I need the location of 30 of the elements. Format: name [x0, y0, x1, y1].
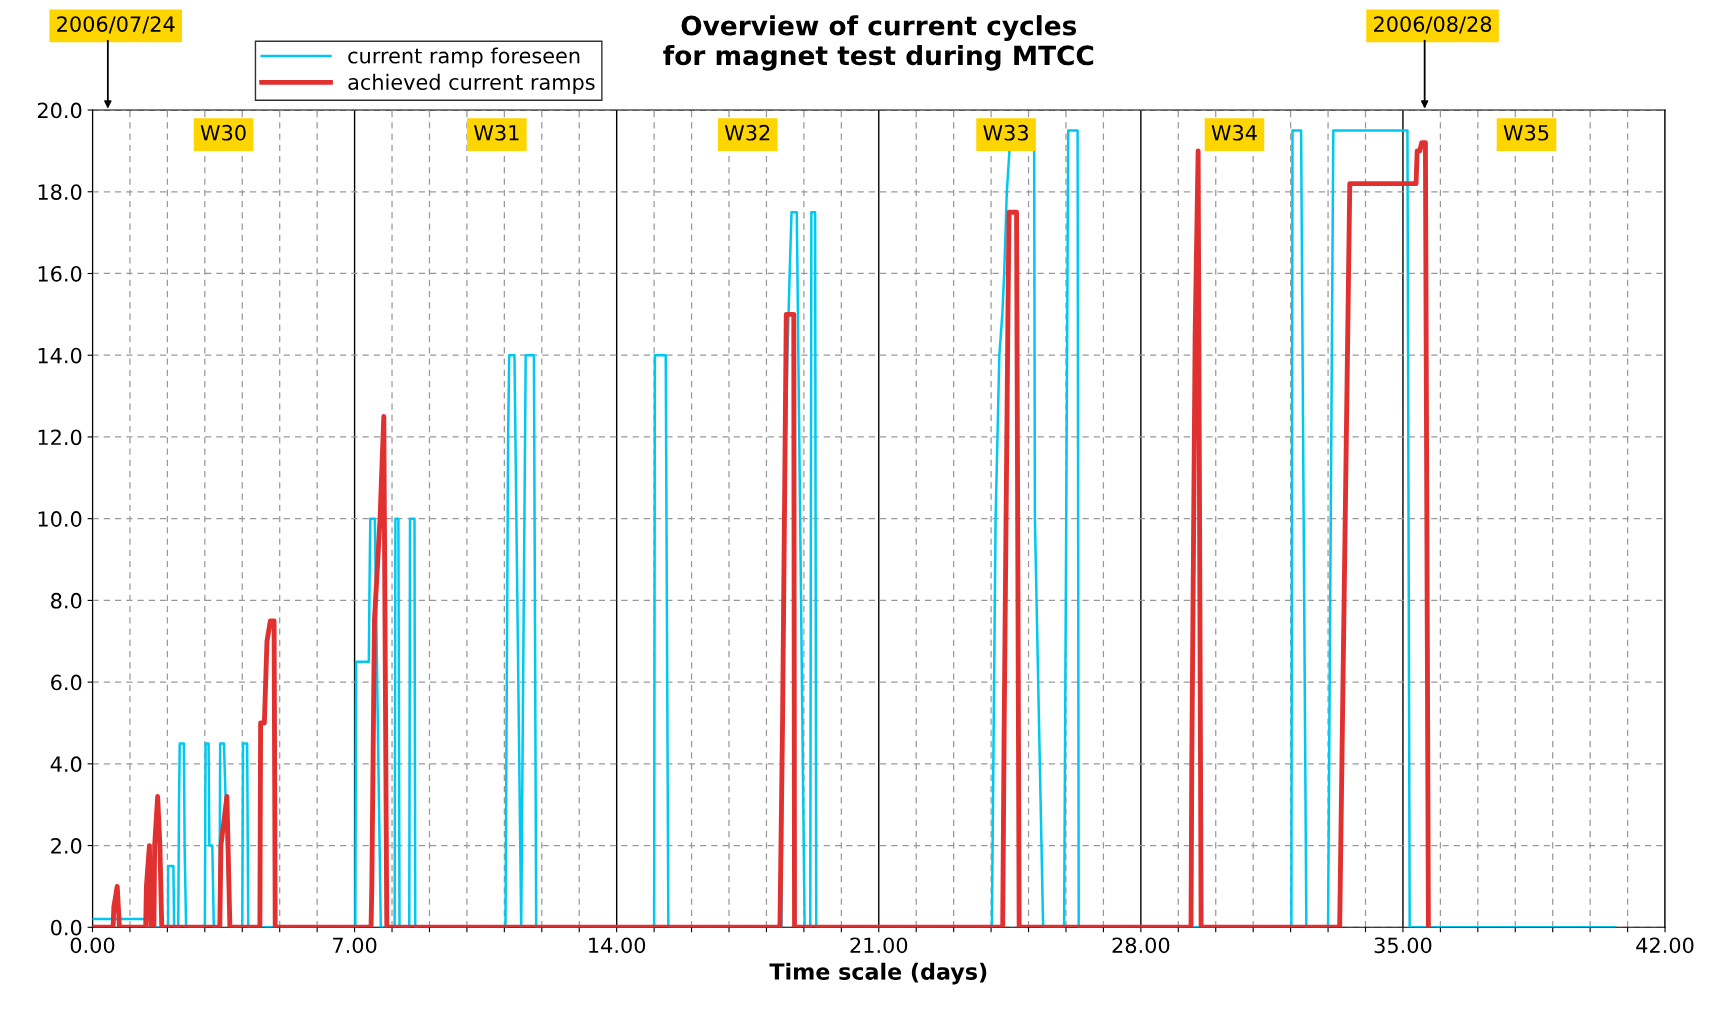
x-axis-title: Time scale (days) [769, 962, 987, 985]
y-tick-label: 18.0 [38, 184, 82, 200]
chart-title: Overview of current cycles for magnet test during MTCC [663, 15, 1094, 71]
y-tick-label: 20.0 [37, 102, 82, 119]
y-tick-label: 10.0 [38, 511, 82, 527]
legend-label: current ramp foreseen [348, 47, 580, 68]
y-tick-label: 0.0 [51, 919, 82, 936]
annotation: W35 [1503, 124, 1549, 141]
text: 2006/08/28 [1374, 16, 1492, 34]
annotation: W32 [724, 124, 770, 141]
x-tick-label: 28.00 [1112, 937, 1170, 954]
x-tick-label: 35.00 [1374, 937, 1432, 954]
x-tick-label: 7.00 [333, 937, 377, 954]
annotation: W34 [1211, 124, 1257, 141]
y-tick-label: 12.0 [38, 429, 82, 446]
y-tick-label: 6.0 [51, 674, 82, 691]
x-tick-label: 0.00 [70, 937, 115, 954]
y-tick-label: 16.0 [38, 265, 82, 282]
annotation: W33 [983, 124, 1028, 141]
y-tick-label: 14.0 [38, 347, 82, 364]
x-tick-label: 42.00 [1636, 937, 1694, 954]
text: 2006/07/24 [57, 16, 175, 34]
legend-label: achieved current ramps [348, 73, 595, 95]
y-tick-label: 2.0 [51, 838, 82, 854]
y-tick-label: 4.0 [50, 756, 82, 773]
x-tick-label: 14.00 [589, 937, 646, 954]
y-tick-label: 8.0 [51, 592, 82, 609]
x-tick-label: 21.00 [850, 937, 908, 954]
annotation: W31 [474, 124, 519, 141]
annotation: W30 [200, 124, 246, 141]
